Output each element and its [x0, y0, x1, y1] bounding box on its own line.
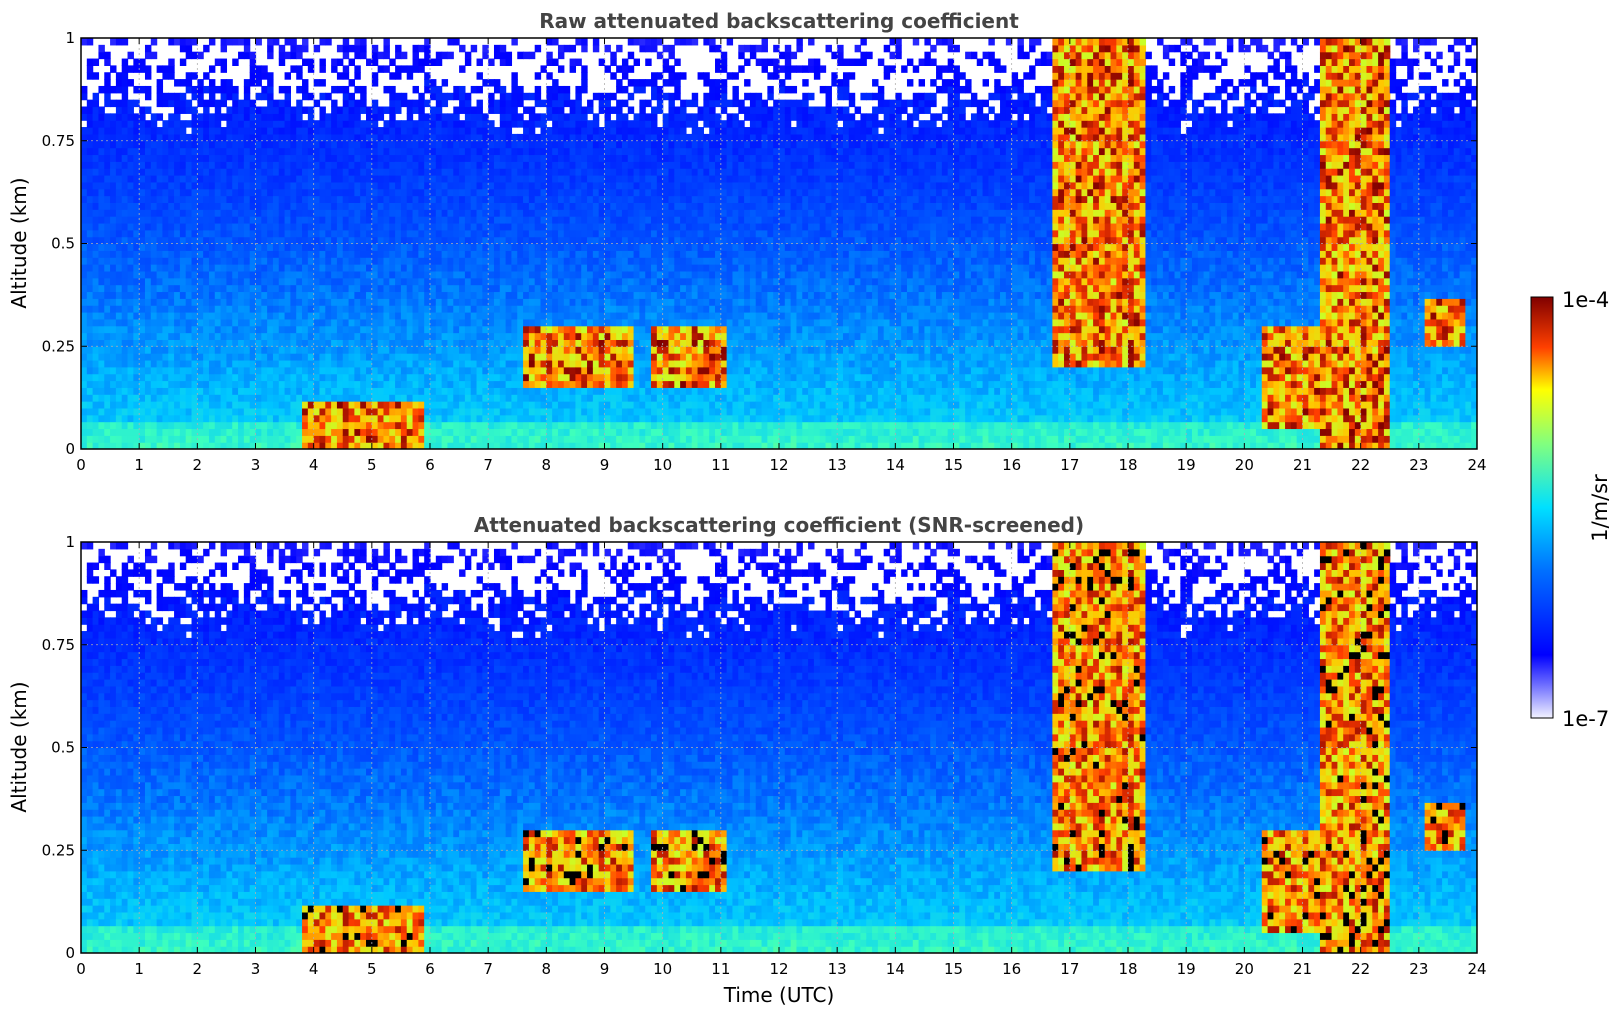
x-tick-label: 18: [1118, 456, 1137, 474]
panel-screened-ylabel: Altitude (km): [7, 681, 31, 812]
colorbar-gradient: [1531, 297, 1553, 718]
x-tick-label: 24: [1467, 960, 1486, 978]
x-tick-label: 9: [600, 960, 610, 978]
x-tick-label: 4: [309, 960, 319, 978]
x-tick-label: 8: [542, 456, 552, 474]
x-tick-label: 6: [425, 960, 435, 978]
x-tick-label: 3: [251, 960, 261, 978]
x-tick-label: 17: [1060, 960, 1079, 978]
x-tick-label: 23: [1409, 960, 1428, 978]
x-tick-label: 15: [944, 960, 963, 978]
x-tick-label: 2: [193, 456, 203, 474]
x-tick-label: 20: [1235, 960, 1254, 978]
panel-screened: Attenuated backscattering coefficient (S…: [7, 513, 1487, 1007]
x-tick-label: 16: [1002, 456, 1021, 474]
x-tick-label: 15: [944, 456, 963, 474]
x-tick-label: 11: [711, 960, 730, 978]
x-tick-label: 0: [76, 960, 86, 978]
x-tick-label: 7: [483, 960, 493, 978]
y-tick-label: 0: [65, 944, 75, 962]
panel-screened-xlabel: Time (UTC): [723, 983, 835, 1007]
x-tick-label: 19: [1177, 960, 1196, 978]
panel-raw: Raw attenuated backscattering coefficien…: [7, 9, 1487, 474]
y-tick-label: 0.5: [51, 235, 75, 253]
colorbar-min-label: 1e-7: [1562, 707, 1609, 731]
x-tick-label: 5: [367, 456, 377, 474]
x-tick-label: 10: [653, 960, 672, 978]
x-tick-label: 2: [193, 960, 203, 978]
x-tick-label: 20: [1235, 456, 1254, 474]
colorbar-max-label: 1e-4: [1562, 288, 1609, 312]
x-tick-label: 4: [309, 456, 319, 474]
x-tick-label: 18: [1118, 960, 1137, 978]
y-tick-label: 0.25: [42, 337, 75, 355]
x-tick-label: 13: [828, 960, 847, 978]
y-tick-label: 1: [65, 533, 75, 551]
x-tick-label: 8: [542, 960, 552, 978]
x-tick-label: 17: [1060, 456, 1079, 474]
x-tick-label: 10: [653, 456, 672, 474]
panel-raw-ylabel: Altitude (km): [7, 177, 31, 308]
x-tick-label: 1: [134, 456, 144, 474]
figure: Raw attenuated backscattering coefficien…: [0, 0, 1621, 1020]
x-tick-label: 14: [886, 960, 905, 978]
y-tick-label: 0.75: [42, 636, 75, 654]
y-tick-label: 0.5: [51, 739, 75, 757]
x-tick-label: 21: [1293, 960, 1312, 978]
panel-screened-title: Attenuated backscattering coefficient (S…: [474, 513, 1084, 537]
x-tick-label: 24: [1467, 456, 1486, 474]
x-tick-label: 5: [367, 960, 377, 978]
y-tick-label: 0.75: [42, 132, 75, 150]
x-tick-label: 12: [769, 456, 788, 474]
y-tick-label: 1: [65, 29, 75, 47]
x-tick-label: 9: [600, 456, 610, 474]
x-tick-label: 7: [483, 456, 493, 474]
x-tick-label: 0: [76, 456, 86, 474]
y-tick-label: 0: [65, 440, 75, 458]
colorbar-unit-label: 1/m/sr: [1588, 474, 1612, 542]
x-tick-label: 22: [1351, 456, 1370, 474]
x-tick-label: 3: [251, 456, 261, 474]
x-tick-label: 13: [828, 456, 847, 474]
x-tick-label: 16: [1002, 960, 1021, 978]
y-tick-label: 0.25: [42, 841, 75, 859]
x-tick-label: 22: [1351, 960, 1370, 978]
x-tick-label: 1: [134, 960, 144, 978]
x-tick-label: 6: [425, 456, 435, 474]
x-tick-label: 19: [1177, 456, 1196, 474]
x-tick-label: 21: [1293, 456, 1312, 474]
x-tick-label: 12: [769, 960, 788, 978]
x-tick-label: 11: [711, 456, 730, 474]
x-tick-label: 23: [1409, 456, 1428, 474]
x-tick-label: 14: [886, 456, 905, 474]
panel-raw-title: Raw attenuated backscattering coefficien…: [539, 9, 1019, 33]
colorbar: 1e-4 1e-7 1/m/sr: [1531, 288, 1612, 731]
